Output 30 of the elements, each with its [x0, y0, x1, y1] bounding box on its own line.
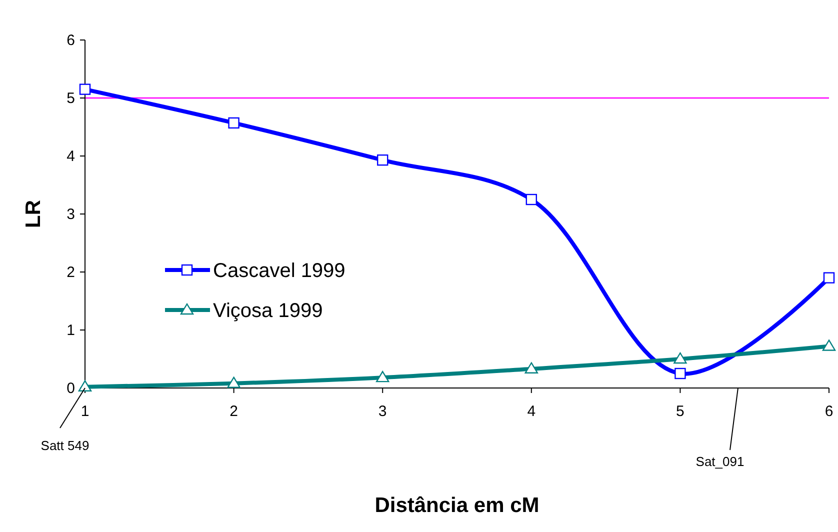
y-tick-label: 1	[66, 322, 75, 339]
x-tick-label: 1	[80, 403, 90, 420]
point	[674, 368, 686, 380]
point	[228, 117, 240, 129]
point	[377, 154, 388, 166]
point	[79, 84, 91, 95]
legend-label: Cascavel 1999	[213, 260, 346, 282]
point	[526, 194, 537, 206]
y-tick-label: 0	[66, 380, 75, 397]
x-tick-label: 4	[527, 403, 536, 420]
point	[376, 370, 390, 382]
y-tick-label: 2	[66, 264, 75, 281]
y-tick-label: 5	[66, 90, 75, 107]
y-tick-label: 6	[66, 32, 75, 49]
annotation: Satt 549	[40, 438, 90, 453]
x-tick-label: 5	[676, 403, 684, 420]
y-tick-label: 3	[66, 206, 75, 223]
x-tick-label: 3	[378, 403, 387, 420]
point	[524, 362, 538, 374]
point	[674, 352, 687, 364]
x-tick-label: 2	[230, 403, 238, 420]
legend-label: Viçosa 1999	[213, 300, 323, 322]
point	[822, 340, 836, 351]
x-tick-label: 6	[824, 403, 834, 420]
point	[823, 272, 835, 284]
x-axis-title: Distância em cM	[374, 494, 540, 517]
y-axis-title: LR	[22, 200, 45, 228]
point	[227, 376, 240, 388]
text: Sat_091	[696, 454, 744, 469]
y-tick-label: 4	[66, 148, 75, 165]
